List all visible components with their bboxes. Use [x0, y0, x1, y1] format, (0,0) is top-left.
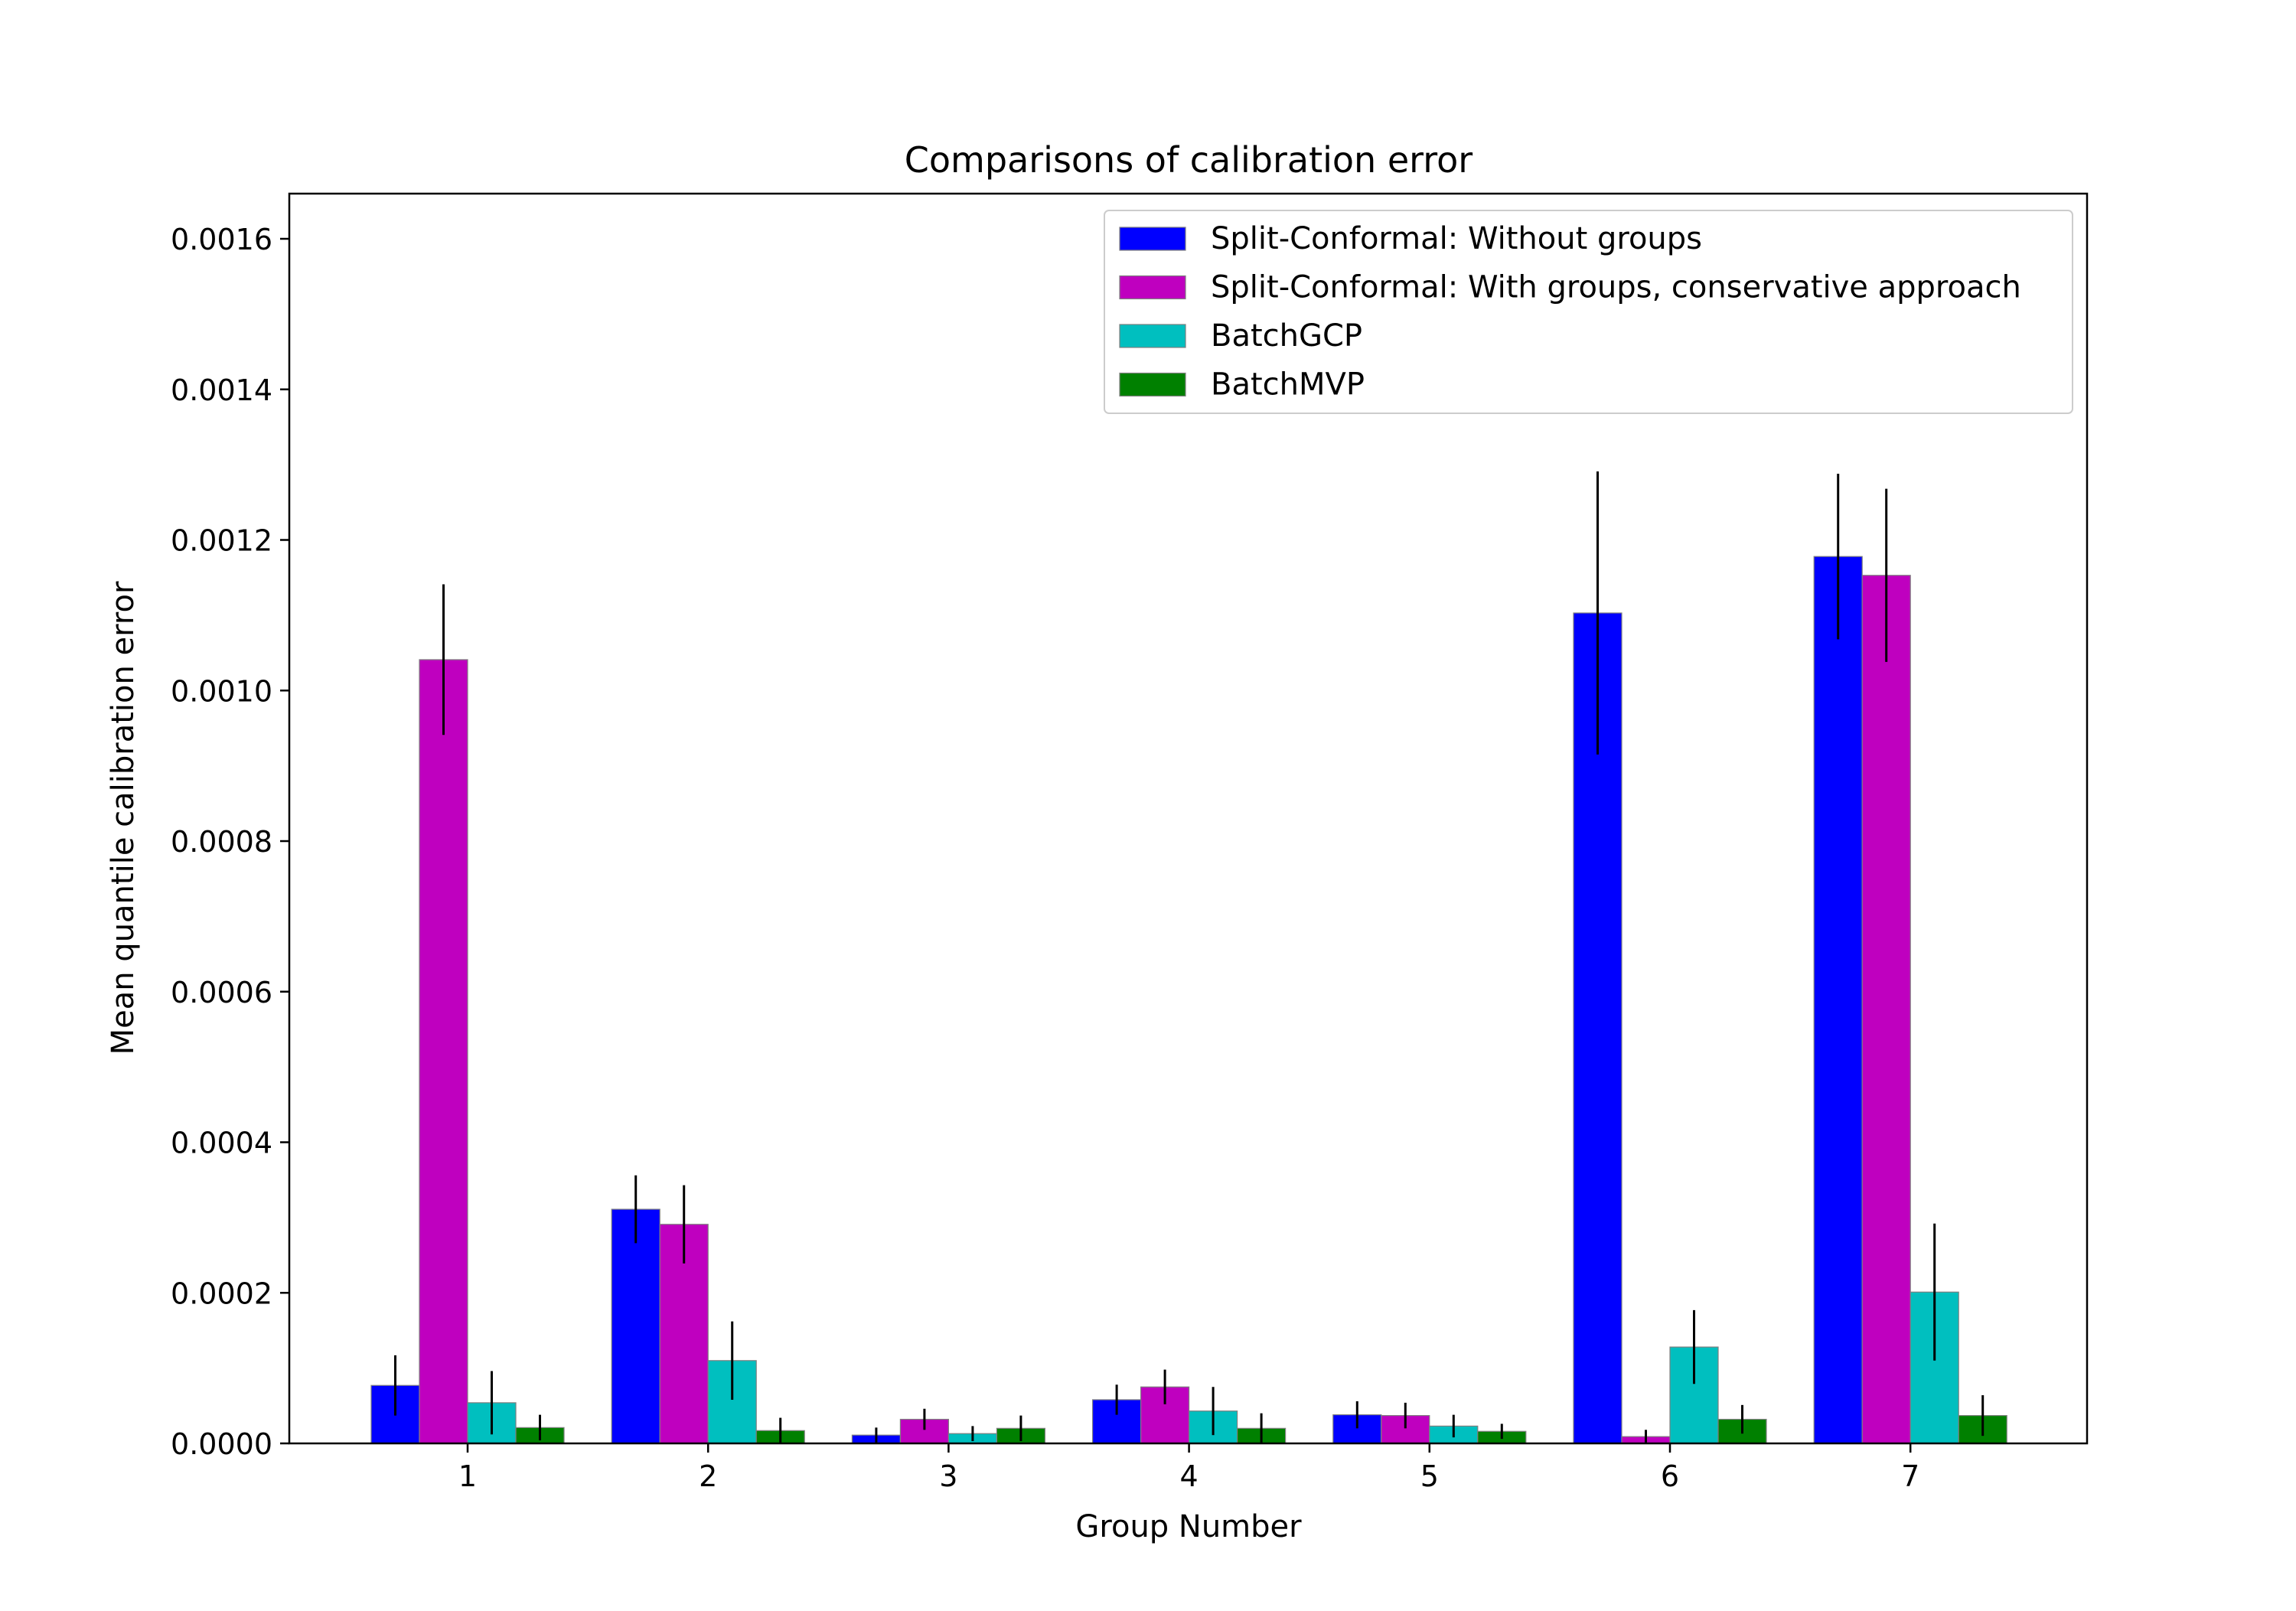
- y-tick-label: 0.0000: [171, 1427, 272, 1461]
- bar-7-series-2: [1861, 575, 1911, 1444]
- legend-entry-label-2: Split-Conformal: With groups, conservati…: [1211, 270, 2021, 305]
- bar-2-series-1: [611, 1208, 660, 1444]
- legend-swatch-4: [1119, 372, 1186, 397]
- x-tick-label: 2: [699, 1459, 717, 1493]
- x-tick-label: 5: [1420, 1459, 1439, 1493]
- x-tick-label: 3: [939, 1459, 957, 1493]
- y-tick-label: 0.0002: [171, 1277, 272, 1310]
- y-tick-label: 0.0004: [171, 1127, 272, 1160]
- bars-layer: [370, 556, 2007, 1444]
- legend-entry-label-4: BatchMVP: [1211, 367, 1365, 403]
- x-axis: 1 2 3 4 5 6 7: [458, 1443, 1919, 1493]
- chart-title: Comparisons of calibration error: [905, 139, 1473, 181]
- legend-entry-label-3: BatchGCP: [1211, 318, 1362, 354]
- y-tick-label: 0.0012: [171, 524, 272, 558]
- bar-7-series-1: [1813, 556, 1863, 1444]
- y-tick-label: 0.0014: [171, 373, 272, 407]
- legend-entry-label-1: Split-Conformal: Without groups: [1211, 221, 1702, 256]
- legend-swatch-1: [1119, 227, 1186, 251]
- bar-1-series-2: [419, 659, 468, 1444]
- y-axis: 0.0000 0.0002 0.0004 0.0006 0.0008 0.0010 0.00…: [171, 223, 289, 1461]
- error-bars-layer: [394, 471, 1985, 1443]
- y-tick-label: 0.0006: [171, 976, 272, 1009]
- legend: Split-Conformal: Without groups Split-Con…: [1104, 210, 2073, 414]
- y-tick-label: 0.0010: [171, 674, 272, 708]
- x-tick-label: 4: [1180, 1459, 1199, 1493]
- y-tick-label: 0.0016: [171, 223, 272, 256]
- y-tick-label: 0.0008: [171, 825, 272, 859]
- legend-box: [1104, 210, 2073, 414]
- legend-swatch-3: [1119, 324, 1186, 348]
- x-tick-label: 7: [1901, 1459, 1919, 1493]
- x-tick-label: 6: [1661, 1459, 1679, 1493]
- x-axis-label: Group Number: [1075, 1509, 1302, 1544]
- x-tick-label: 1: [458, 1459, 477, 1493]
- y-axis-label: Mean quantile calibration error: [106, 581, 141, 1055]
- legend-swatch-2: [1119, 275, 1186, 300]
- plot-frame: [288, 192, 2089, 1445]
